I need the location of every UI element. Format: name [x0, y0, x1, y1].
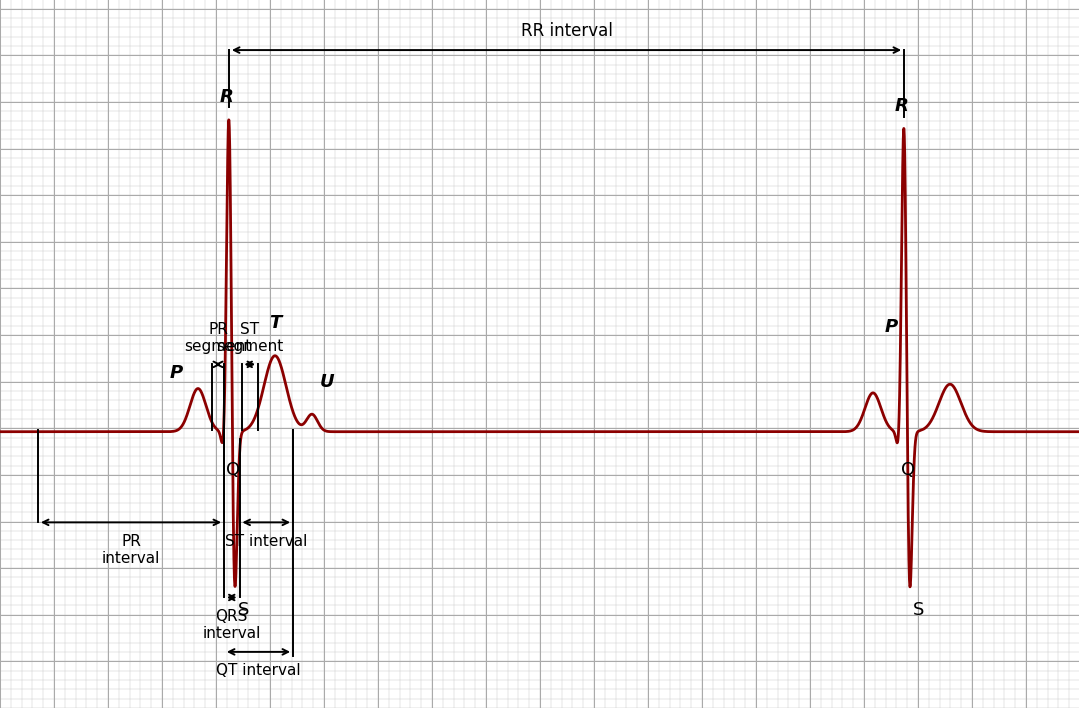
Text: PR
segment: PR segment: [185, 321, 251, 354]
Text: Q: Q: [901, 461, 915, 479]
Text: P: P: [885, 319, 898, 336]
Text: R: R: [220, 88, 234, 106]
Text: U: U: [320, 373, 334, 391]
Text: S: S: [237, 601, 249, 619]
Text: S: S: [913, 601, 924, 619]
Text: Q: Q: [226, 461, 241, 479]
Text: RR interval: RR interval: [520, 22, 613, 40]
Text: ST
segment: ST segment: [216, 321, 284, 354]
Text: ST interval: ST interval: [226, 534, 308, 549]
Text: QRS
interval: QRS interval: [203, 609, 261, 641]
Text: P: P: [170, 364, 183, 382]
Text: QT interval: QT interval: [216, 663, 301, 678]
Text: PR
interval: PR interval: [101, 534, 160, 566]
Text: R: R: [894, 96, 909, 115]
Text: T: T: [269, 314, 282, 332]
